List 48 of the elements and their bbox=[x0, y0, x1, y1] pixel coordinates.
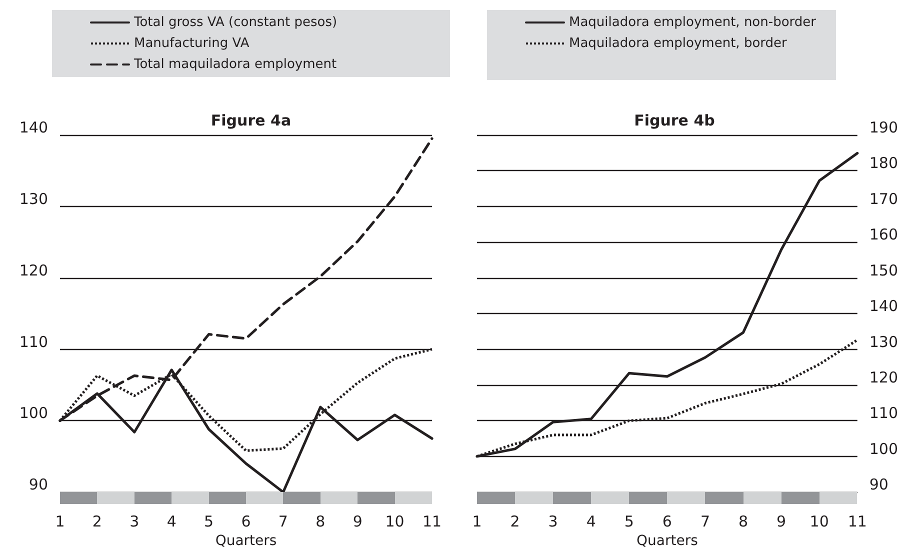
y-tick-label: 110 bbox=[19, 332, 48, 351]
y-tick-label: 160 bbox=[869, 226, 898, 244]
legend-label: Manufacturing VA bbox=[134, 36, 250, 51]
y-tick-label: 140 bbox=[19, 118, 48, 136]
y-tick-label: 90 bbox=[869, 476, 888, 494]
y-tick-label: 150 bbox=[869, 261, 898, 280]
y-tick-label: 100 bbox=[869, 440, 898, 458]
legend-label: Maquiladora employment, border bbox=[569, 36, 788, 51]
y-tick-label: 140 bbox=[869, 297, 898, 316]
x-tick-label: 2 bbox=[510, 512, 520, 531]
x-tick-label: 11 bbox=[848, 512, 867, 531]
x-tick-label: 10 bbox=[385, 512, 404, 531]
y-tick-label: 110 bbox=[869, 404, 898, 422]
legend-label: Maquiladora employment, non-border bbox=[569, 15, 817, 30]
x-tick-label: 10 bbox=[810, 512, 829, 531]
y-tick-label: 90 bbox=[28, 476, 48, 494]
y-tick-label: 130 bbox=[19, 190, 48, 208]
y-tick-label: 120 bbox=[869, 368, 898, 386]
y-tick-label: 130 bbox=[869, 332, 898, 351]
x-tick-label: 6 bbox=[662, 512, 672, 531]
x-tick-label: 5 bbox=[204, 512, 214, 531]
y-tick-label: 180 bbox=[869, 154, 898, 172]
x-tick-label: 9 bbox=[776, 512, 786, 531]
x-tick-label: 7 bbox=[700, 512, 710, 531]
x-tick-label: 2 bbox=[92, 512, 102, 531]
legend-label: Total gross VA (constant pesos) bbox=[133, 15, 338, 30]
x-axis-title: Quarters bbox=[215, 533, 277, 549]
legend-label: Total maquiladora employment bbox=[133, 57, 337, 72]
y-tick-label: 170 bbox=[869, 190, 898, 208]
x-tick-label: 5 bbox=[624, 512, 634, 531]
x-tick-label: 9 bbox=[352, 512, 362, 531]
x-tick-label: 1 bbox=[472, 512, 482, 531]
x-tick-label: 4 bbox=[166, 512, 176, 531]
y-tick-label: 120 bbox=[19, 261, 48, 280]
x-tick-label: 3 bbox=[130, 512, 140, 531]
x-tick-label: 4 bbox=[586, 512, 596, 531]
x-tick-label: 8 bbox=[738, 512, 748, 531]
y-tick-label: 100 bbox=[19, 404, 48, 422]
chart-title: Figure 4a bbox=[210, 112, 292, 130]
x-tick-label: 7 bbox=[278, 512, 288, 531]
chart-title: Figure 4b bbox=[634, 112, 716, 130]
x-axis-title: Quarters bbox=[636, 533, 698, 549]
x-tick-label: 6 bbox=[241, 512, 251, 531]
x-tick-label: 3 bbox=[548, 512, 558, 531]
x-tick-label: 1 bbox=[55, 512, 65, 531]
x-tick-label: 8 bbox=[316, 512, 326, 531]
y-tick-label: 190 bbox=[869, 118, 898, 136]
x-tick-label: 11 bbox=[422, 512, 442, 531]
